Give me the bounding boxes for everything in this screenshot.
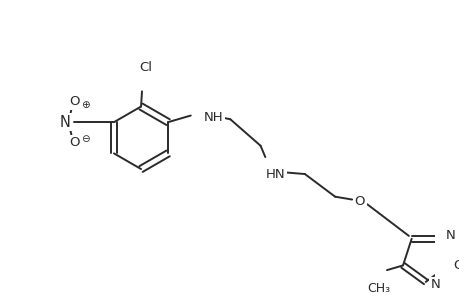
Text: NH: NH [203, 111, 223, 124]
Text: CH₃: CH₃ [366, 282, 389, 296]
Text: N: N [445, 230, 455, 242]
Text: HN: HN [265, 167, 284, 181]
Text: N: N [59, 115, 70, 130]
Text: O: O [353, 195, 364, 208]
Text: ⊕: ⊕ [81, 100, 90, 110]
Text: ⊖: ⊖ [81, 134, 90, 144]
Text: N: N [429, 278, 439, 291]
Text: O: O [69, 136, 79, 149]
Text: O: O [453, 259, 459, 272]
Text: Cl: Cl [139, 61, 152, 74]
Text: O: O [69, 95, 79, 108]
